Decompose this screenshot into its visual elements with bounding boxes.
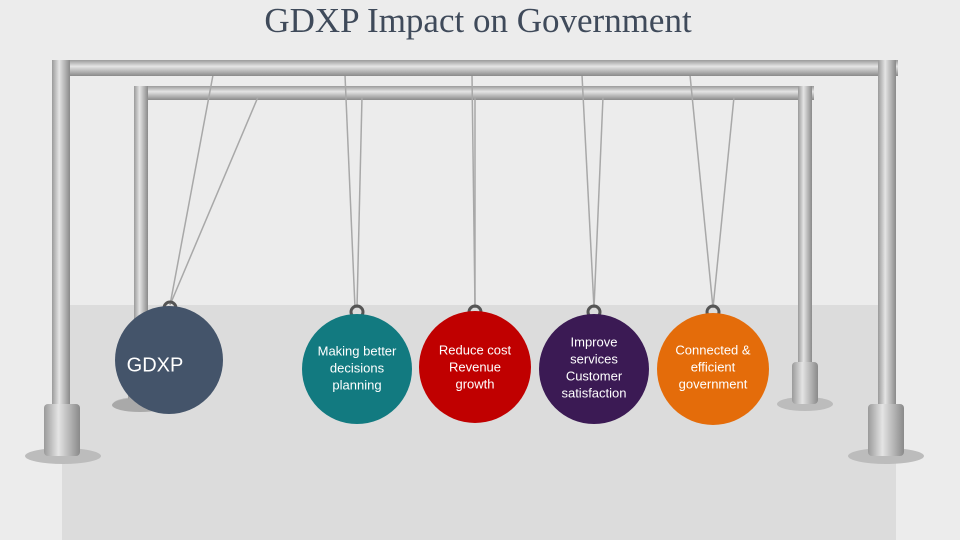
ball-label: efficient <box>691 359 736 374</box>
ball: Reduce cost Revenue growth <box>419 304 531 423</box>
ball: Improve services Customer satisfaction <box>539 304 649 424</box>
strings <box>169 74 735 309</box>
ball-label: Revenue <box>449 359 501 374</box>
front-frame <box>25 60 924 464</box>
title: GDXP Impact on Government <box>264 1 692 40</box>
ball-label: Improve <box>571 334 618 349</box>
ball-label: decisions <box>330 360 385 375</box>
ball-label: Reduce cost <box>439 342 512 357</box>
ball-label: satisfaction <box>561 385 626 400</box>
ball-label: Making better <box>318 343 397 358</box>
ball-label: Customer <box>566 368 623 383</box>
ball-label: government <box>679 376 748 391</box>
ball-label: planning <box>332 377 381 392</box>
ball-label: services <box>570 351 618 366</box>
ball: GDXP <box>112 300 223 414</box>
ball-label: GDXP <box>127 354 184 376</box>
ball: Connected & efficient government <box>657 304 769 425</box>
ball-label: growth <box>455 376 494 391</box>
ball-label: Connected & <box>675 342 750 357</box>
ball: Making better decisions planning <box>302 304 412 424</box>
